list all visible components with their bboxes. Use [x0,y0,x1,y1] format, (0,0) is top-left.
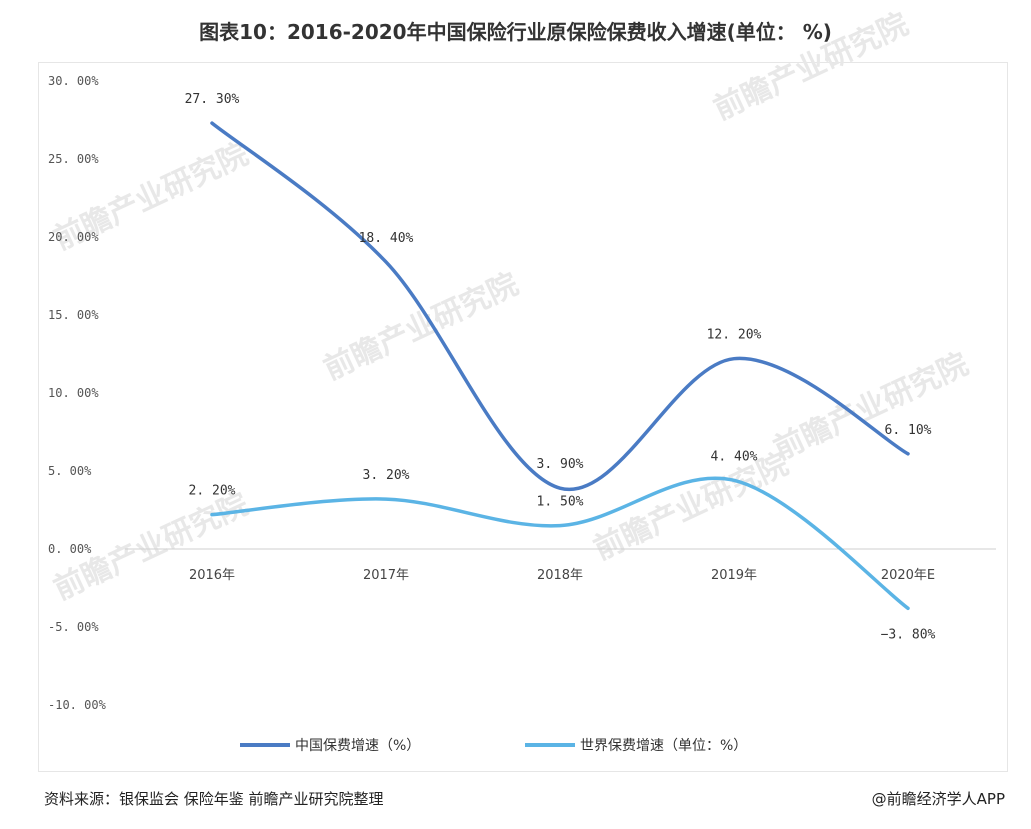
y-tick-label: 25. 00% [48,152,99,166]
watermark-text: 前瞻产业研究院 [769,347,974,467]
legend-label: 中国保费增速（%） [295,738,420,754]
watermark-text: 前瞻产业研究院 [319,267,524,387]
legend-label: 世界保费增速（单位：%） [580,738,747,754]
data-label: 12. 20% [707,328,762,343]
y-tick-label: -5. 00% [48,620,99,634]
x-tick-label: 2016年 [189,568,235,583]
data-label: 2. 20% [189,484,236,499]
y-tick-label: 10. 00% [48,386,99,400]
y-tick-label: -10. 00% [48,698,107,712]
y-tick-label: 0. 00% [48,542,92,556]
data-label: 3. 20% [363,468,410,483]
chart-title: 图表10：2016-2020年中国保险行业原保险保费收入增速(单位： %) [199,20,832,44]
data-label: 27. 30% [185,92,240,107]
data-label: −3. 80% [881,627,936,642]
legend: 中国保费增速（%） 世界保费增速（单位：%） [240,738,747,754]
data-label: 6. 10% [885,423,932,438]
data-labels: 27. 30% 18. 40% 3. 90% 12. 20% 6. 10% 2. 20% 3… [185,92,936,642]
data-label: 4. 40% [711,449,758,464]
data-label: 18. 40% [359,231,414,246]
x-tick-label: 2020年E [881,568,935,583]
series-line-2 [210,476,910,611]
y-tick-label: 30. 00% [48,74,99,88]
x-axis: 2016年 2017年 2018年 2019年 2020年E [189,568,935,583]
source-note: 资料来源：银保监会 保险年鉴 前瞻产业研究院整理 [44,790,384,808]
watermark-text: 前瞻产业研究院 [709,7,914,127]
brand-note: @前瞻经济学人APP [871,790,1005,808]
x-tick-label: 2019年 [711,568,757,583]
x-tick-label: 2017年 [363,568,409,583]
data-label: 3. 90% [537,457,584,472]
y-tick-label: 15. 00% [48,308,99,322]
y-axis: 30. 00% 25. 00% 20. 00% 15. 00% 10. 00% 5. 00… [48,74,107,712]
series-line-1 [210,121,910,492]
plot-frame [38,62,1008,772]
x-tick-label: 2018年 [537,568,583,583]
y-tick-label: 5. 00% [48,464,92,478]
data-label: 1. 50% [537,495,584,510]
series-layer [210,121,910,611]
y-tick-label: 20. 00% [48,230,99,244]
